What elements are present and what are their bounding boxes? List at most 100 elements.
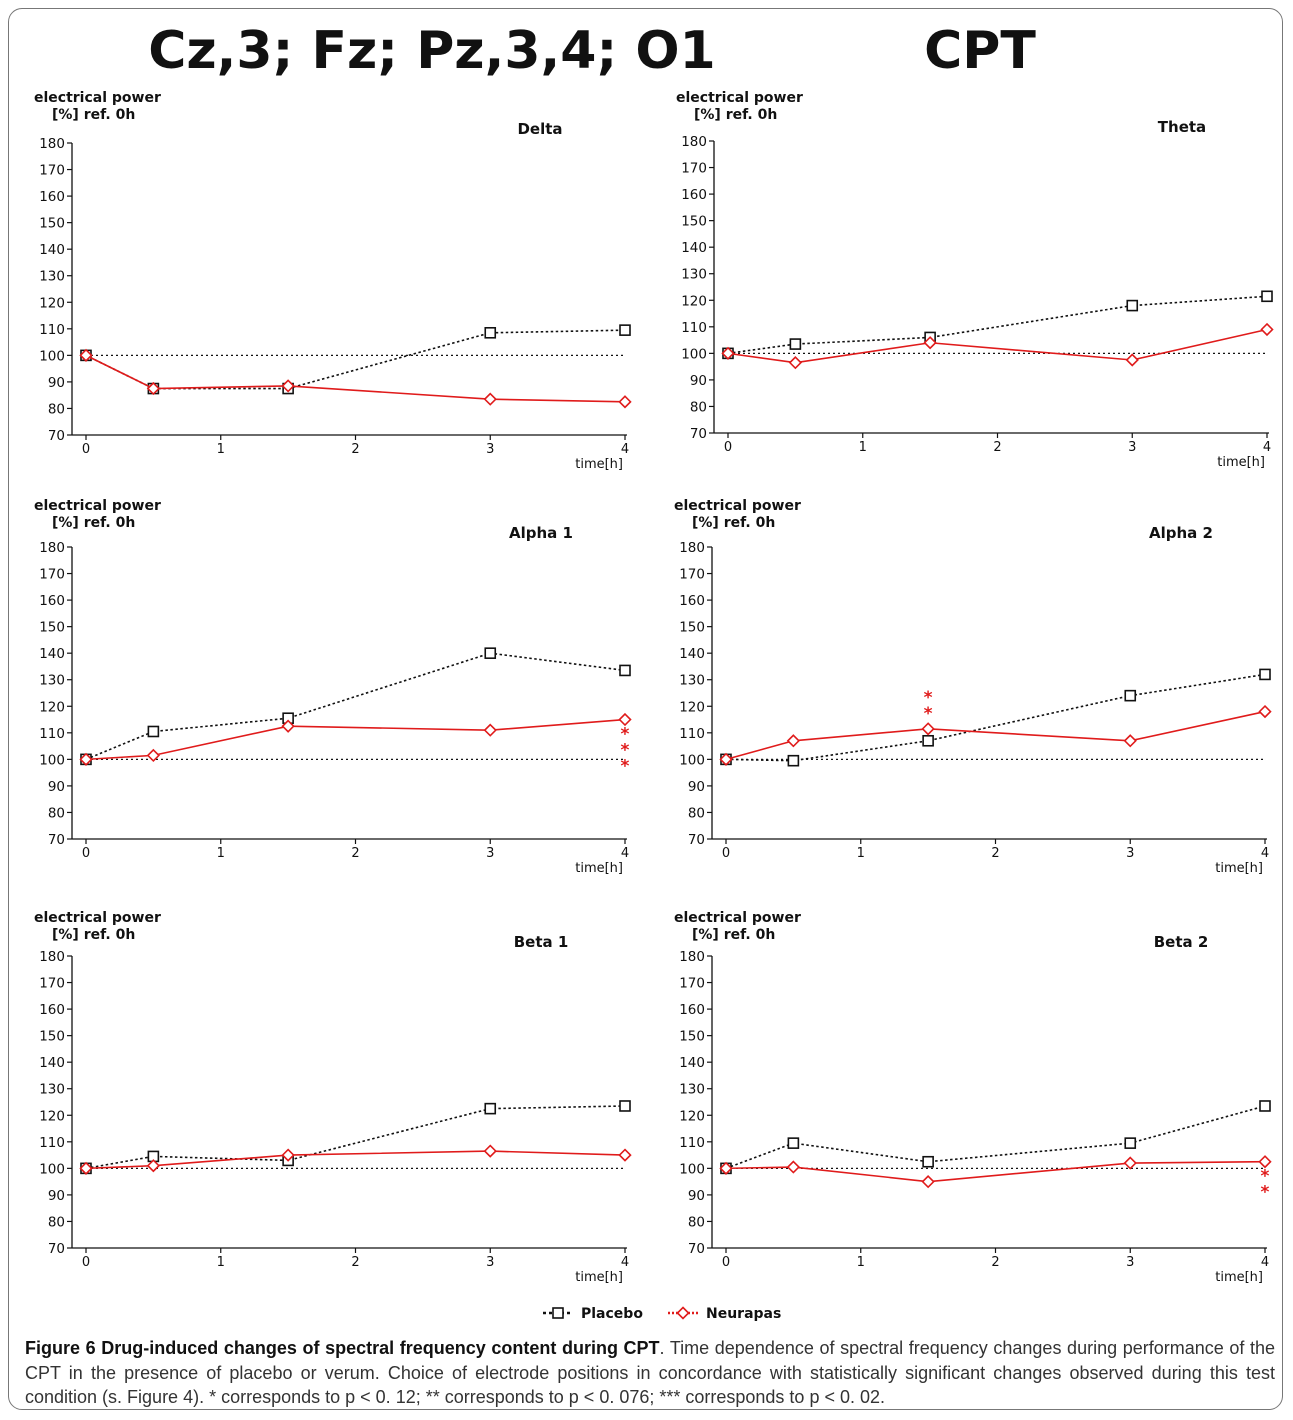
data-point (1123, 734, 1137, 748)
data-point (281, 1148, 295, 1162)
data-point (787, 754, 800, 767)
x-tick-label: 2 (991, 1255, 999, 1270)
y-tick-label: 90 (688, 779, 705, 795)
y-tick-label: 110 (39, 322, 65, 338)
y-tick-label: 150 (39, 620, 65, 636)
y-tick-label: 140 (39, 242, 65, 258)
data-point (921, 1175, 935, 1189)
data-point (146, 381, 161, 396)
data-point (1260, 322, 1274, 337)
y-tick-label: 180 (39, 949, 65, 965)
x-tick-label: 2 (351, 846, 359, 861)
y-axis-label: electrical power (676, 90, 803, 106)
y-tick-label: 100 (39, 348, 65, 364)
x-tick-label: 0 (82, 846, 90, 861)
y-tick-label: 160 (681, 187, 707, 203)
chart-panel-theta: electrical power[%] ref. 0hTheta70809010… (676, 90, 1274, 470)
data-point (146, 1159, 161, 1173)
x-tick-label: 4 (621, 1255, 629, 1270)
y-tick-label: 180 (39, 540, 65, 556)
y-tick-label: 160 (39, 593, 65, 609)
data-point (721, 346, 735, 360)
y-tick-label: 170 (679, 976, 705, 992)
x-tick-label: 1 (859, 440, 867, 455)
data-point (618, 1148, 632, 1162)
significance-mark: * (924, 704, 933, 724)
y-tick-label: 150 (681, 214, 707, 230)
y-axis-label-unit: [%] ref. 0h (692, 515, 775, 531)
y-tick-label: 100 (39, 1161, 65, 1177)
y-tick-label: 100 (679, 1161, 705, 1177)
panel-title: Beta 2 (1154, 933, 1209, 951)
y-tick-label: 80 (48, 805, 65, 821)
y-tick-label: 90 (688, 1188, 705, 1204)
y-tick-label: 130 (679, 673, 705, 689)
y-tick-label: 80 (690, 399, 707, 415)
x-tick-label: 3 (1126, 846, 1134, 861)
data-point (789, 338, 802, 350)
y-tick-label: 90 (48, 375, 65, 391)
panel-title: Delta (517, 120, 562, 138)
y-tick-label: 140 (39, 1055, 65, 1071)
y-tick-label: 170 (679, 567, 705, 583)
legend-item-neurapas: Neurapas (668, 1306, 781, 1322)
y-tick-label: 70 (48, 832, 65, 848)
chart-panel-delta: electrical power[%] ref. 0hDelta70809010… (34, 90, 632, 472)
panel-title: Alpha 1 (509, 524, 573, 542)
data-point (619, 1100, 631, 1112)
chart-panel-beta-2: electrical power[%] ref. 0h Beta 2 70 80 90 1… (674, 910, 1272, 1285)
y-tick-label: 110 (679, 726, 705, 742)
x-tick-label: 1 (857, 1255, 865, 1270)
y-tick-label: 180 (679, 540, 705, 556)
panel-title: Theta (1158, 118, 1206, 136)
y-tick-label: 140 (39, 646, 65, 662)
y-tick-label: 70 (688, 1241, 705, 1257)
series-line (725, 1105, 1266, 1170)
y-tick-label: 160 (39, 1002, 65, 1018)
y-tick-label: 150 (679, 620, 705, 636)
y-tick-label: 130 (39, 269, 65, 285)
y-tick-label: 130 (39, 673, 65, 689)
y-tick-label: 110 (39, 1135, 65, 1151)
data-point (79, 348, 93, 362)
x-tick-label: 4 (1261, 1255, 1269, 1270)
x-axis-label: time[h] (575, 861, 623, 876)
y-axis-label-unit: [%] ref. 0h (52, 515, 135, 531)
y-axis-label: electrical power (34, 90, 161, 106)
x-axis-label: time[h] (575, 457, 623, 472)
legend-item-placebo: Placebo (543, 1306, 643, 1322)
x-tick-label: 2 (991, 846, 999, 861)
y-tick-label: 180 (681, 134, 707, 150)
x-axis-label: time[h] (575, 1270, 623, 1285)
data-point (484, 1102, 497, 1115)
y-tick-label: 150 (39, 1029, 65, 1045)
x-tick-label: 2 (351, 442, 359, 457)
y-axis-label: electrical power (674, 910, 801, 926)
significance-mark: * (924, 688, 933, 708)
chart-panel-alpha-1: electrical power[%] ref. 0h Alpha 1 70 80 90… (34, 498, 632, 876)
y-tick-label: 170 (39, 567, 65, 583)
panel-title: Alpha 2 (1149, 524, 1213, 542)
data-point (483, 392, 497, 406)
figure-canvas: Cz,3; Fz; Pz,3,4; O1 CPT electrical powe… (34, 21, 1274, 1322)
y-axis-label-unit: [%] ref. 0h (52, 927, 135, 943)
series-neurapas (79, 348, 632, 409)
y-tick-label: 90 (690, 373, 707, 389)
x-tick-label: 3 (486, 846, 494, 861)
data-point (719, 752, 733, 766)
series-neurapas (79, 712, 632, 766)
y-tick-label: 160 (39, 189, 65, 205)
x-tick-label: 3 (486, 442, 494, 457)
y-tick-label: 140 (679, 646, 705, 662)
data-point (146, 748, 161, 763)
x-tick-label: 0 (724, 440, 732, 455)
panel-title: Beta 1 (514, 933, 569, 951)
data-point (618, 395, 632, 409)
caption-title: Figure 6 Drug-induced changes of spectra… (25, 1338, 660, 1358)
series-line (727, 295, 1268, 355)
x-tick-label: 1 (217, 1255, 225, 1270)
y-tick-label: 70 (688, 832, 705, 848)
x-tick-label: 4 (621, 846, 629, 861)
y-tick-label: 80 (688, 805, 705, 821)
data-point (786, 1160, 801, 1174)
